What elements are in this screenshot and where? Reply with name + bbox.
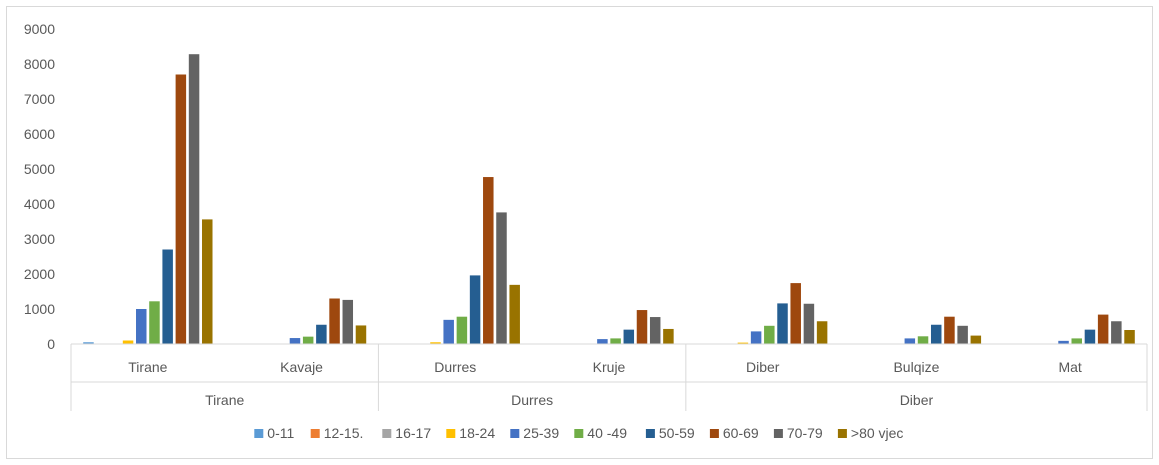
bar [175,74,187,344]
legend-swatch [574,429,584,438]
legend-swatch [254,429,264,438]
y-tick-label: 7000 [24,91,55,107]
category-label: Diber [746,359,780,375]
bar [483,177,494,344]
bar [790,283,801,344]
bar [289,338,301,344]
bar [597,339,608,344]
bar [456,316,468,344]
bar [930,324,942,344]
bar [764,325,775,344]
bar [1058,340,1069,344]
group-label: Tirane [205,392,244,408]
legend-swatch [645,429,655,438]
bar [816,321,828,344]
bar [636,310,648,344]
bar [83,342,94,344]
category-label: Bulqize [893,359,939,375]
legend-label: 50-59 [659,425,695,441]
bar [496,212,507,344]
bar [136,309,147,344]
category-label: Tirane [128,359,167,375]
group-label: Durres [511,392,553,408]
bar [917,336,929,344]
bar [1111,321,1122,344]
bar [122,340,134,344]
legend-label: >80 vjec [851,425,904,441]
bar [355,325,367,344]
bar [162,249,173,344]
y-tick-label: 4000 [24,196,55,212]
legend-label: 18-24 [459,425,495,441]
bar [750,331,762,344]
y-tick-label: 5000 [24,161,55,177]
bar [149,301,160,344]
bar [904,338,916,344]
bar [649,317,661,344]
y-tick-label: 6000 [24,126,55,142]
category-label: Kavaje [280,359,323,375]
bar [469,275,481,344]
bar [663,328,674,344]
y-tick-label: 3000 [24,231,55,247]
y-tick-label: 1000 [24,301,55,317]
category-label: Durres [434,359,476,375]
bar [737,342,749,344]
bar [316,324,327,344]
legend-swatch [382,429,392,438]
bar [610,338,621,344]
bar [623,329,635,344]
legend-swatch [446,429,456,438]
group-label: Diber [900,392,934,408]
legend-swatch [773,429,783,438]
bar [443,319,454,344]
bar [957,325,968,344]
bar [803,303,815,344]
bar [1097,314,1109,344]
legend-label: 40 -49 [587,425,627,441]
y-tick-label: 2000 [24,266,55,282]
legend-swatch [510,429,520,438]
legend-swatch [709,429,719,438]
bar [1071,338,1082,344]
bar [509,284,520,344]
bar [329,298,340,344]
legend-label: 16-17 [395,425,431,441]
y-tick-label: 9000 [24,21,55,37]
legend-label: 70-79 [787,425,823,441]
bar [970,335,982,344]
bar [1124,330,1135,344]
bar [1084,329,1096,344]
legend-label: 60-69 [723,425,759,441]
y-tick-label: 8000 [24,56,55,72]
legend-label: 0-11 [267,425,294,441]
bar [777,303,788,344]
bar [342,299,354,344]
legend-label: 12-15. [324,425,364,441]
legend-label: 25-39 [523,425,559,441]
bar [430,342,441,344]
category-label: Mat [1058,359,1081,375]
bar [302,336,314,344]
bar [944,316,955,344]
y-tick-label: 0 [47,336,55,352]
bar [202,219,213,344]
bar [188,54,200,344]
legend-swatch [310,429,320,438]
category-label: Kruje [593,359,626,375]
legend-swatch [837,429,847,438]
